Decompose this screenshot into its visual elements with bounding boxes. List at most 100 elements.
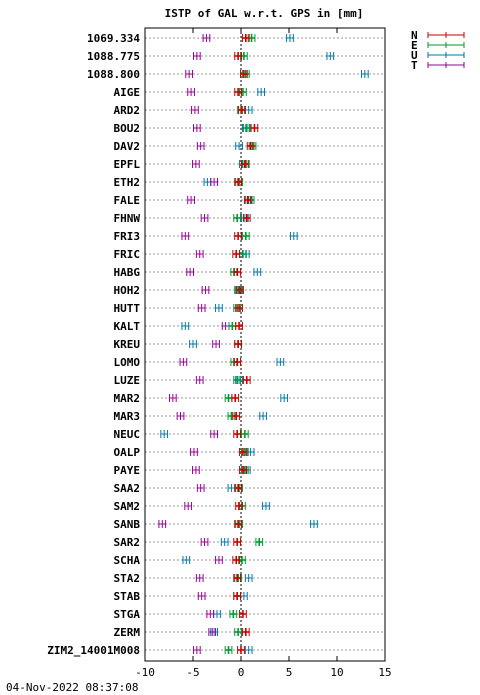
errorbar-u xyxy=(220,538,229,546)
errorbar-t xyxy=(176,412,185,420)
errorbar-u xyxy=(326,52,335,60)
errorbar-u xyxy=(227,484,236,492)
errorbar-t xyxy=(196,484,205,492)
errorbar-n xyxy=(240,70,248,78)
station-label: FALE xyxy=(114,194,141,207)
plot-frame xyxy=(144,27,386,662)
errorbar-t xyxy=(184,502,193,510)
station-label: KALT xyxy=(114,320,141,333)
station-label: FRI3 xyxy=(114,230,141,243)
errorbar-u xyxy=(286,34,294,42)
legend-label: U xyxy=(411,49,418,62)
errorbar-t xyxy=(168,394,177,402)
station-label: STGA xyxy=(114,608,141,621)
errorbar-u xyxy=(203,178,212,186)
errorbar-t xyxy=(192,466,200,474)
station-label: HOH2 xyxy=(114,284,141,297)
errorbar-u xyxy=(189,340,197,348)
station-label: MAR2 xyxy=(114,392,141,405)
errorbar-t xyxy=(186,268,194,276)
errorbar-n xyxy=(242,376,251,384)
errorbar-u xyxy=(262,502,270,510)
errorbar-n xyxy=(235,322,243,330)
errorbar-t xyxy=(192,124,201,132)
errorbar-n xyxy=(234,88,242,96)
station-label: OALP xyxy=(114,446,141,459)
errorbar-e xyxy=(229,610,238,618)
errorbar-u xyxy=(181,322,190,330)
errorbar-t xyxy=(206,610,215,618)
station-label: STA2 xyxy=(114,572,141,585)
errorbar-t xyxy=(208,628,217,636)
station-label: SAR2 xyxy=(114,536,141,549)
errorbar-u xyxy=(289,232,298,240)
station-label: ZERM xyxy=(114,626,141,639)
errorbar-u xyxy=(280,394,289,402)
errorbar-u xyxy=(360,70,369,78)
errorbar-n xyxy=(234,520,242,528)
errorbar-n xyxy=(234,178,242,186)
station-label: ARD2 xyxy=(114,104,141,117)
errorbar-e xyxy=(233,376,242,384)
grid-lines xyxy=(145,28,385,661)
x-tick-label: 15 xyxy=(378,666,391,679)
errorbar-n xyxy=(235,502,243,510)
station-label: LOMO xyxy=(114,356,141,369)
errorbar-t xyxy=(195,250,204,258)
data-marks xyxy=(158,34,369,654)
chart-title: ISTP of GAL w.r.t. GPS in [mm] xyxy=(165,7,364,20)
errorbar-t xyxy=(210,178,218,186)
errorbar-t xyxy=(212,340,220,348)
errorbar-n xyxy=(246,142,255,150)
errorbar-n xyxy=(243,196,252,204)
legend-label: T xyxy=(411,59,418,72)
errorbar-t xyxy=(192,160,200,168)
x-tick-label: -10 xyxy=(135,666,155,679)
errorbar-n xyxy=(233,358,242,366)
errorbar-u xyxy=(235,142,243,150)
errorbar-n xyxy=(239,466,247,474)
errorbar-t xyxy=(192,52,201,60)
station-label: FHNW xyxy=(114,212,141,225)
errorbar-n xyxy=(235,304,243,312)
errorbar-n xyxy=(233,538,242,546)
errorbar-t xyxy=(187,88,195,96)
station-label: ZIM2_14001M008 xyxy=(47,644,140,657)
errorbar-n xyxy=(239,448,247,456)
legend-label: N xyxy=(411,29,418,42)
errorbar-n xyxy=(241,34,250,42)
errorbar-t xyxy=(201,286,210,294)
station-label: ETH2 xyxy=(114,176,141,189)
errorbar-t xyxy=(200,538,209,546)
errorbar-u xyxy=(244,106,253,114)
errorbar-n xyxy=(233,430,242,438)
errorbar-t xyxy=(181,232,190,240)
errorbar-t xyxy=(195,376,204,384)
errorbar-u xyxy=(244,646,253,654)
station-label: FRIC xyxy=(114,248,141,261)
station-label: MAR3 xyxy=(114,410,141,423)
station-label: NEUC xyxy=(114,428,141,441)
errorbar-n xyxy=(234,232,242,240)
station-label: LUZE xyxy=(114,374,141,387)
errorbar-n xyxy=(237,646,245,654)
errorbar-n xyxy=(242,214,251,222)
errorbar-n xyxy=(238,106,246,114)
errorbar-t xyxy=(202,34,211,42)
x-axis-ticks: -10 -5 0 5 10 15 xyxy=(135,28,392,679)
errorbar-n xyxy=(234,52,242,60)
errorbar-e xyxy=(233,214,242,222)
errorbar-n xyxy=(234,484,242,492)
errorbar-e xyxy=(242,124,251,132)
errorbar-u xyxy=(244,574,253,582)
errorbar-t xyxy=(197,304,206,312)
station-label: HUTT xyxy=(114,302,141,315)
timestamp-footer: 04-Nov-2022 08:37:08 xyxy=(6,681,139,694)
errorbar-n xyxy=(239,610,247,618)
x-tick-label: 5 xyxy=(286,666,293,679)
x-tick-label: -5 xyxy=(186,666,199,679)
errorbar-u xyxy=(215,304,223,312)
errorbar-n xyxy=(241,628,250,636)
errorbar-u xyxy=(253,268,262,276)
